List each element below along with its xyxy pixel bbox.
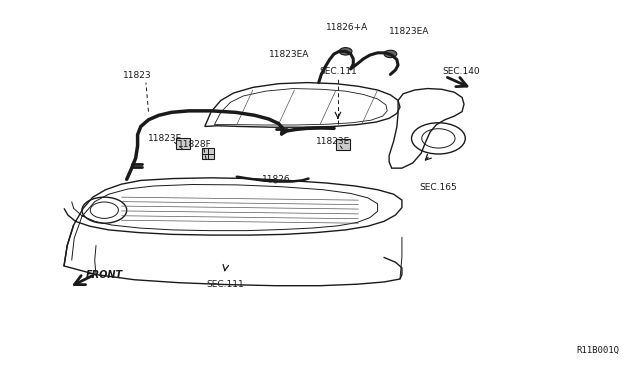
- Text: 11823: 11823: [124, 71, 152, 80]
- Bar: [202, 148, 214, 159]
- Text: R11B001Q: R11B001Q: [577, 346, 620, 355]
- Text: 11826: 11826: [262, 175, 291, 184]
- Text: 11823E: 11823E: [148, 134, 182, 143]
- Text: 11828F: 11828F: [179, 140, 212, 148]
- Text: SEC.140: SEC.140: [442, 67, 479, 76]
- Text: 11823EA: 11823EA: [269, 49, 310, 58]
- Circle shape: [384, 50, 397, 58]
- Text: SEC.165: SEC.165: [420, 183, 457, 192]
- Text: 11826+A: 11826+A: [326, 23, 368, 32]
- Bar: [176, 138, 190, 149]
- Text: FRONT: FRONT: [86, 270, 123, 280]
- Text: 11823EA: 11823EA: [389, 27, 429, 36]
- Circle shape: [339, 48, 352, 55]
- Text: SEC.111: SEC.111: [207, 280, 244, 289]
- Bar: [336, 139, 350, 150]
- Text: SEC.111: SEC.111: [319, 67, 356, 76]
- Text: 11823E: 11823E: [316, 137, 350, 146]
